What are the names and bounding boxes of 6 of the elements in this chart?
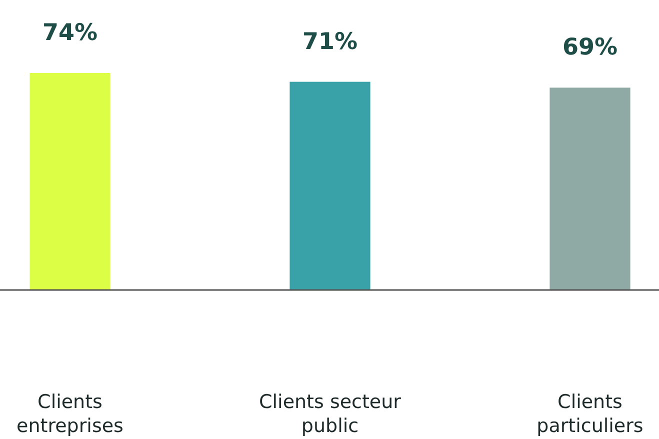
data-label: 69% [562, 34, 618, 61]
data-label: 74% [42, 20, 98, 46]
x-tick-label: Clients entreprises [16, 391, 124, 437]
x-tick-label: Clients secteur public [259, 391, 402, 437]
x-tick-label: Clients particuliers [536, 391, 644, 437]
data-label: 71% [302, 28, 358, 55]
